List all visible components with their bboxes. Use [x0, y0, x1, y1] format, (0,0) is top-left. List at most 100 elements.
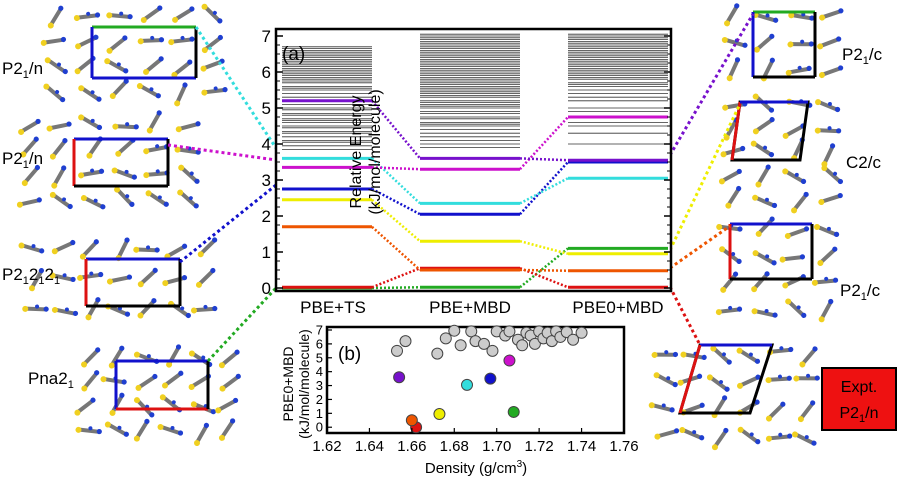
molecule-glyph [132, 295, 162, 322]
molecule-glyph [791, 397, 822, 425]
level-connector [371, 225, 421, 271]
panel-a-ylabel-2: (kJ/mol/molecule) [367, 89, 384, 214]
molecule-glyph [732, 345, 765, 367]
molecule-glyph [716, 164, 745, 189]
molecule-glyph [812, 140, 845, 171]
molecule-glyph [40, 54, 73, 77]
level-connector [371, 166, 421, 171]
molecule-glyph [42, 5, 69, 30]
molecule-glyph [790, 366, 823, 390]
level-connector [371, 187, 421, 216]
y-tick-label: 4 [316, 364, 323, 379]
molecule-glyph [100, 55, 133, 76]
connector-lines [167, 13, 755, 363]
molecule-glyph [747, 161, 779, 191]
y-tick-label: 3 [262, 171, 271, 190]
molecule-glyph [130, 238, 163, 261]
label-p21n-1: P21/n [2, 59, 43, 81]
molecule-glyph [140, 54, 167, 78]
label-pna21: Pna21 [28, 369, 74, 391]
scatter-point [516, 339, 529, 352]
background-levels [282, 33, 668, 150]
molecule-glyph [217, 371, 244, 394]
molecule-glyph [106, 35, 128, 54]
molecule-glyph [43, 135, 74, 163]
unit-cell-r3 [728, 222, 814, 281]
molecule-glyph [76, 265, 104, 287]
molecule-glyph [191, 265, 220, 291]
molecule-glyph [74, 397, 96, 415]
level-connector [519, 157, 569, 162]
molecule-glyph [702, 371, 735, 395]
panel-a-label: (a) [282, 44, 305, 65]
molecule-glyph [816, 0, 847, 28]
connector-orange [669, 224, 731, 270]
y-tick-label: 5 [262, 99, 271, 118]
molecule-glyph [72, 420, 105, 441]
molecule-glyph [74, 82, 106, 105]
molecule-glyph [138, 3, 165, 25]
connector-magenta [167, 143, 277, 162]
x-tick-label: 1.70 [482, 438, 511, 455]
y-tick-label: 6 [262, 63, 271, 82]
molecule-glyph [721, 93, 748, 118]
scatter-point [477, 337, 490, 350]
molecule-glyph [172, 112, 204, 141]
right-unit-cells [677, 10, 817, 415]
scatter-point [567, 333, 580, 346]
panel-b-ylabel-1: PBE0+MBD [280, 346, 296, 421]
molecule-glyph [745, 268, 775, 295]
panel-b-xlabel: Density (g/cm3) [425, 459, 527, 477]
molecule-glyph [43, 162, 75, 192]
expt-label-box: Expt. P21/n [821, 367, 897, 431]
x-tick-label: 1.72 [525, 438, 554, 455]
y-tick-label: 3 [316, 378, 323, 393]
molecule-glyph [198, 3, 226, 25]
molecule-glyph [651, 419, 682, 448]
molecule-glyph [776, 243, 808, 274]
molecule-glyph [38, 80, 71, 106]
label-p21c-2: P21/c [840, 281, 881, 303]
molecule-glyph [785, 189, 815, 217]
y-tick-label: 5 [316, 350, 323, 365]
molecule-glyph [733, 423, 766, 447]
molecule-glyph [748, 247, 781, 268]
scatter-point [503, 354, 516, 367]
category-label: PBE0+MBD [572, 298, 663, 317]
highlighted-levels [282, 99, 668, 290]
scatter-point [575, 326, 588, 339]
connector-yellow [668, 103, 742, 251]
category-label: PBE+TS [300, 298, 366, 317]
expt-label-line1: Expt. [841, 379, 877, 396]
scatter-point [433, 408, 446, 421]
y-tick-label: 2 [316, 392, 323, 407]
molecule-glyph [171, 59, 193, 78]
category-label: PBE+MBD [429, 298, 511, 317]
molecule-glyph [16, 190, 43, 215]
molecule-glyph [718, 183, 749, 212]
molecule-glyph [818, 164, 846, 185]
molecule-glyph [49, 234, 78, 260]
panel-b-x-ticks: 1.62 1.64 1.66 1.68 1.70 1.72 1.74 1.76 [312, 428, 639, 455]
molecule-glyph [74, 111, 106, 133]
molecule-glyph [650, 369, 682, 390]
molecule-glyph [750, 31, 778, 55]
molecule-glyph [784, 32, 817, 56]
molecule-glyph [761, 399, 790, 425]
molecule-glyph [174, 189, 202, 210]
molecule-glyph [211, 415, 243, 444]
level-connector [371, 99, 421, 160]
molecule-glyph [749, 192, 780, 211]
scatter-point [528, 337, 541, 350]
scatter-point [507, 405, 520, 418]
molecule-glyph [782, 134, 814, 165]
unit-cell-expt [677, 343, 775, 415]
connector-blue [179, 183, 277, 264]
left-unit-cells [72, 25, 210, 411]
scatter-point [439, 332, 452, 345]
molecule-glyph [646, 398, 677, 417]
molecule-glyph [165, 79, 197, 110]
molecule-glyph [76, 344, 105, 370]
unit-cell-r2 [730, 100, 810, 162]
unit-cell-1 [90, 25, 198, 80]
